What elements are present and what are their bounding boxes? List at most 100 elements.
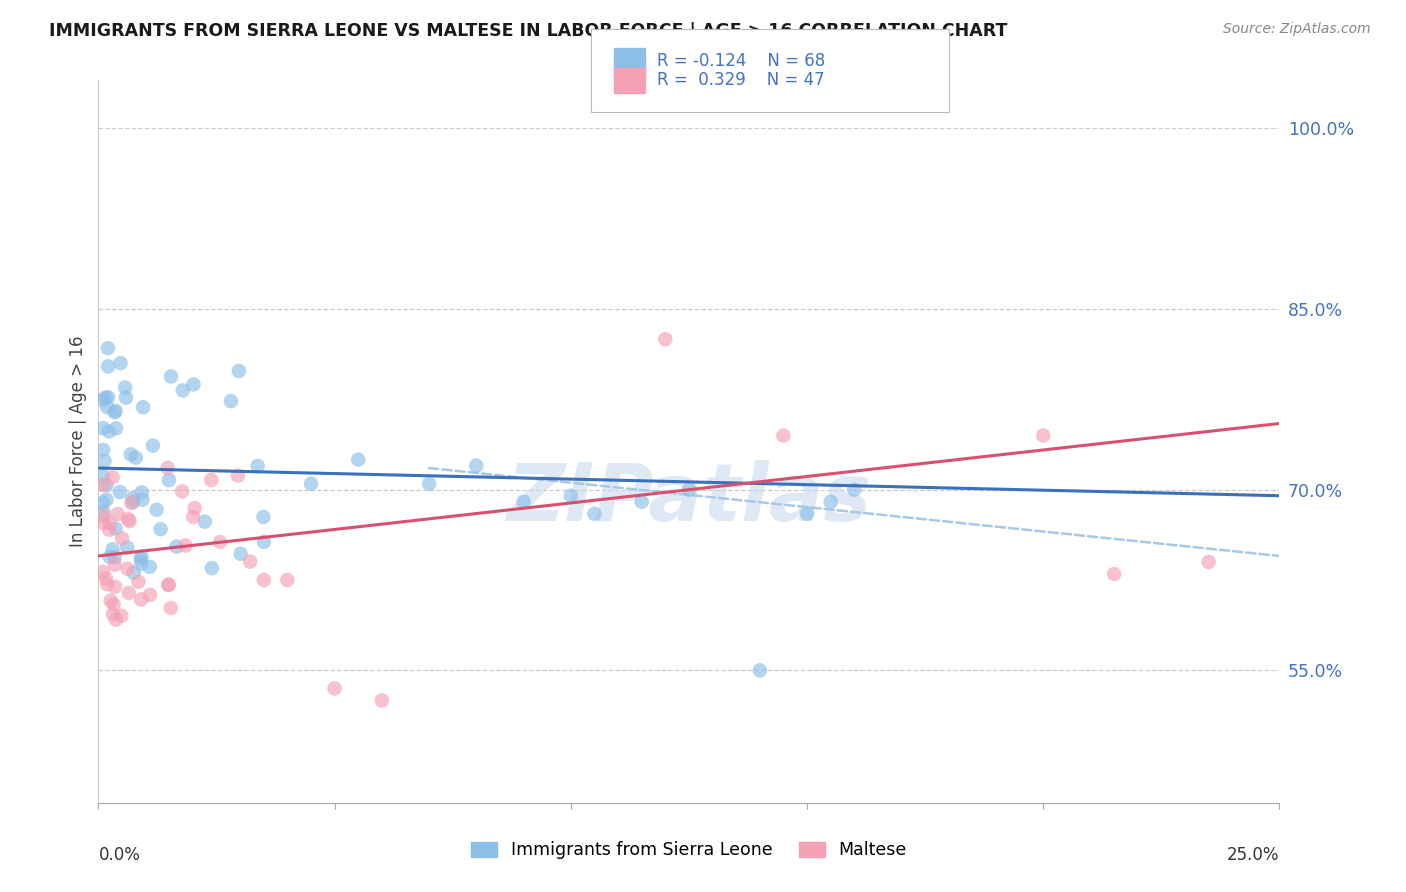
Point	[131, 557, 153, 571]
Point	[748, 664, 770, 678]
Point	[219, 394, 242, 409]
Point	[91, 421, 114, 435]
Point	[98, 523, 121, 537]
Point	[122, 566, 145, 580]
Point	[91, 565, 114, 579]
Point	[172, 384, 194, 398]
Point	[129, 592, 152, 607]
Point	[91, 442, 114, 457]
Point	[120, 496, 142, 510]
Point	[226, 468, 249, 483]
Point	[104, 522, 127, 536]
Point	[1032, 428, 1054, 442]
Point	[104, 404, 127, 418]
Point	[96, 478, 118, 492]
Point	[91, 505, 114, 519]
Point	[118, 514, 141, 528]
Point	[465, 458, 488, 473]
Point	[200, 473, 222, 487]
Point	[183, 501, 205, 516]
Point	[111, 531, 134, 545]
Point	[246, 458, 269, 473]
Point	[796, 507, 818, 521]
Point	[630, 495, 652, 509]
Point	[131, 492, 153, 507]
Point	[239, 555, 262, 569]
Point	[93, 509, 115, 524]
Point	[104, 405, 127, 419]
Text: 25.0%: 25.0%	[1227, 847, 1279, 864]
Point	[252, 510, 274, 524]
Point	[654, 332, 676, 346]
Point	[121, 491, 143, 506]
Point	[228, 364, 250, 378]
Point	[323, 681, 346, 696]
Point	[1198, 555, 1220, 569]
Point	[117, 562, 139, 576]
Point	[104, 613, 127, 627]
Point	[114, 391, 136, 405]
Text: IMMIGRANTS FROM SIERRA LEONE VS MALTESE IN LABOR FORCE | AGE > 16 CORRELATION CH: IMMIGRANTS FROM SIERRA LEONE VS MALTESE …	[49, 22, 1008, 40]
Point	[299, 476, 322, 491]
Point	[560, 489, 582, 503]
Point	[166, 540, 188, 554]
Point	[139, 588, 162, 602]
Point	[131, 549, 153, 564]
Point	[157, 473, 180, 487]
Point	[125, 450, 148, 465]
Point	[114, 380, 136, 394]
Point	[91, 392, 114, 407]
Text: R =  0.329    N = 47: R = 0.329 N = 47	[657, 71, 824, 89]
Point	[183, 377, 205, 392]
Point	[118, 586, 141, 600]
Text: Source: ZipAtlas.com: Source: ZipAtlas.com	[1223, 22, 1371, 37]
Point	[132, 401, 155, 415]
Point	[157, 578, 180, 592]
Point	[96, 577, 118, 591]
Point	[98, 549, 121, 564]
Point	[100, 593, 122, 607]
Point	[253, 534, 276, 549]
Point	[172, 484, 194, 499]
Point	[844, 483, 866, 497]
Point	[209, 535, 232, 549]
Point	[253, 573, 276, 587]
Point	[678, 483, 700, 497]
Point	[94, 391, 117, 405]
Point	[160, 601, 183, 615]
Text: 0.0%: 0.0%	[98, 847, 141, 864]
Point	[108, 485, 131, 500]
Point	[1102, 567, 1125, 582]
Point	[97, 425, 120, 439]
Point	[371, 693, 394, 707]
Point	[101, 607, 124, 621]
Point	[91, 496, 114, 510]
Point	[97, 359, 120, 374]
Point	[194, 515, 217, 529]
Point	[156, 461, 179, 475]
Point	[122, 495, 145, 509]
Text: ZIPatlas: ZIPatlas	[506, 460, 872, 539]
Point	[117, 512, 139, 526]
Point	[96, 492, 118, 507]
Point	[145, 502, 167, 516]
Point	[129, 552, 152, 566]
Point	[201, 561, 224, 575]
Point	[157, 577, 180, 591]
Point	[127, 574, 149, 589]
Point	[98, 516, 121, 530]
Point	[93, 454, 115, 468]
Point	[97, 390, 120, 404]
Point	[418, 476, 440, 491]
Text: R = -0.124    N = 68: R = -0.124 N = 68	[657, 52, 825, 70]
Point	[276, 573, 298, 587]
Point	[820, 495, 842, 509]
Point	[105, 421, 128, 435]
Point	[115, 541, 138, 555]
Point	[97, 341, 120, 355]
Point	[91, 478, 114, 492]
Point	[94, 572, 117, 586]
Point	[181, 510, 204, 524]
Point	[93, 516, 115, 531]
Point	[347, 452, 370, 467]
